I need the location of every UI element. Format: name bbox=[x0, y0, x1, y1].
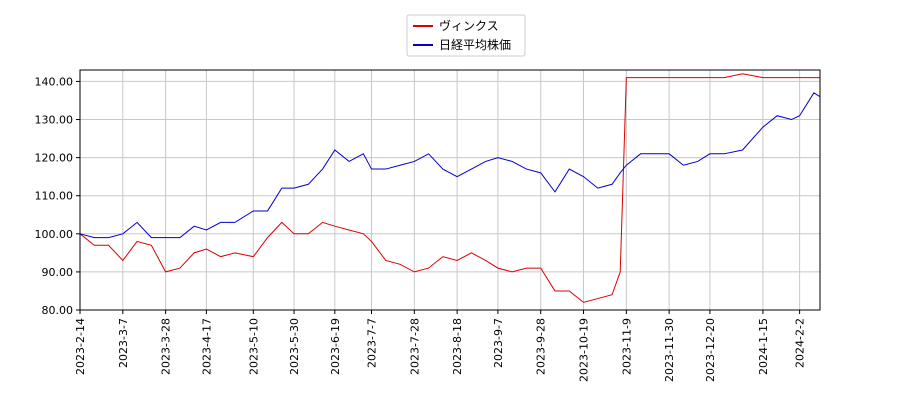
x-tick-label: 2023-2-14 bbox=[74, 318, 87, 375]
x-tick-label: 2024-1-15 bbox=[757, 318, 770, 375]
x-tick-label: 2023-7-28 bbox=[408, 318, 421, 375]
x-tick-label: 2023-9-7 bbox=[492, 318, 505, 368]
x-tick-label: 2023-11-30 bbox=[663, 318, 676, 382]
y-tick-label: 80.00 bbox=[42, 304, 74, 317]
x-tick-label: 2023-9-28 bbox=[535, 318, 548, 375]
series-line bbox=[79, 92, 821, 239]
x-tick-label: 2023-5-10 bbox=[247, 318, 260, 375]
x-tick-label: 2023-6-19 bbox=[329, 318, 342, 375]
plot-frame bbox=[79, 69, 821, 311]
lines bbox=[79, 73, 821, 303]
y-tick-label: 130.00 bbox=[35, 114, 74, 127]
y-tick-label: 140.00 bbox=[35, 75, 74, 88]
legend-label: ヴィンクス bbox=[439, 18, 499, 33]
x-tick-label: 2023-3-28 bbox=[160, 318, 173, 375]
legend-box bbox=[406, 14, 526, 57]
x-tick-label: 2023-4-17 bbox=[200, 318, 213, 375]
x-tick-label: 2023-10-19 bbox=[578, 318, 591, 382]
y-tick-label: 90.00 bbox=[42, 266, 74, 279]
x-tick-label: 2023-5-30 bbox=[288, 318, 301, 375]
series-line bbox=[79, 73, 820, 303]
y-tick-label: 120.00 bbox=[35, 152, 74, 165]
y-tick-label: 110.00 bbox=[35, 190, 74, 203]
grid: 80.00 90.00 100.00 110.00 120.00 130.00 140.00… bbox=[35, 70, 820, 382]
y-tick-label: 100.00 bbox=[35, 228, 74, 241]
x-tick-label: 2024-2-2 bbox=[794, 318, 807, 368]
x-tick-label: 2023-11-9 bbox=[620, 318, 633, 375]
legend-label: 日経平均株価 bbox=[439, 37, 511, 52]
x-tick-label: 2023-3-7 bbox=[117, 318, 130, 368]
x-tick-label: 2023-8-18 bbox=[451, 318, 464, 375]
x-tick-label: 2023-12-20 bbox=[704, 318, 717, 382]
x-tick-label: 2023-7-7 bbox=[366, 318, 379, 368]
